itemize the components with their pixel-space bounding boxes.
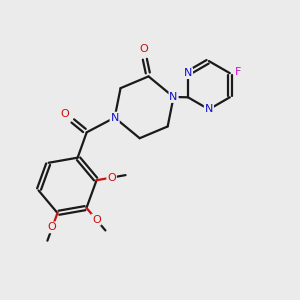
Text: N: N (184, 68, 192, 78)
Text: O: O (48, 222, 57, 233)
Text: N: N (169, 92, 178, 102)
Text: O: O (107, 172, 116, 183)
Text: O: O (92, 214, 101, 225)
Text: N: N (110, 112, 119, 123)
Text: O: O (61, 109, 70, 119)
Text: N: N (205, 104, 213, 114)
Text: O: O (140, 44, 148, 54)
Text: F: F (235, 67, 241, 77)
